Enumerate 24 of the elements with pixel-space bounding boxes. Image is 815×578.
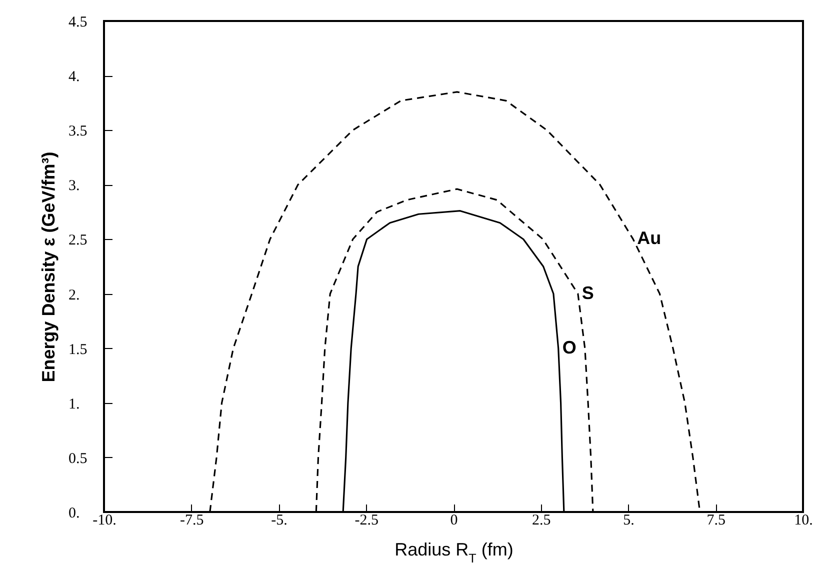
series-label: S [582, 282, 594, 303]
y-tick-label: 3.5 [68, 124, 88, 140]
x-tick-label: 7.5 [706, 512, 726, 528]
x-tick-label: -7.5 [180, 512, 204, 528]
x-tick-label: 10. [794, 512, 813, 528]
y-tick-label: 2. [68, 287, 80, 304]
x-axis-title: Radius R$_{T}$ (fm) [394, 540, 514, 566]
x-tick-label: 0 [450, 512, 458, 528]
series-label: O [562, 337, 576, 358]
x-tick-label: 5. [623, 512, 634, 528]
y-tick-label: 1. [68, 396, 80, 412]
y-tick-label: 1.5 [68, 342, 88, 358]
y-tick-label: 4. [68, 69, 80, 86]
x-tick-label: 2.5 [532, 512, 551, 528]
y-tick-label: 2.5 [68, 232, 88, 249]
y-tick-label: 4.5 [68, 14, 88, 30]
y-axis-title: Energy Density ε (GeV/fm³) [38, 152, 58, 382]
y-tick-label: 0.5 [68, 450, 88, 467]
y-tick-label: 3. [68, 178, 80, 194]
y-tick-label: 0. [68, 506, 80, 522]
series-label: Au [637, 228, 662, 248]
x-tick-label: -10. [92, 512, 116, 528]
x-tick-label: -2.5 [354, 512, 378, 528]
x-tick-label: -5. [271, 512, 288, 528]
